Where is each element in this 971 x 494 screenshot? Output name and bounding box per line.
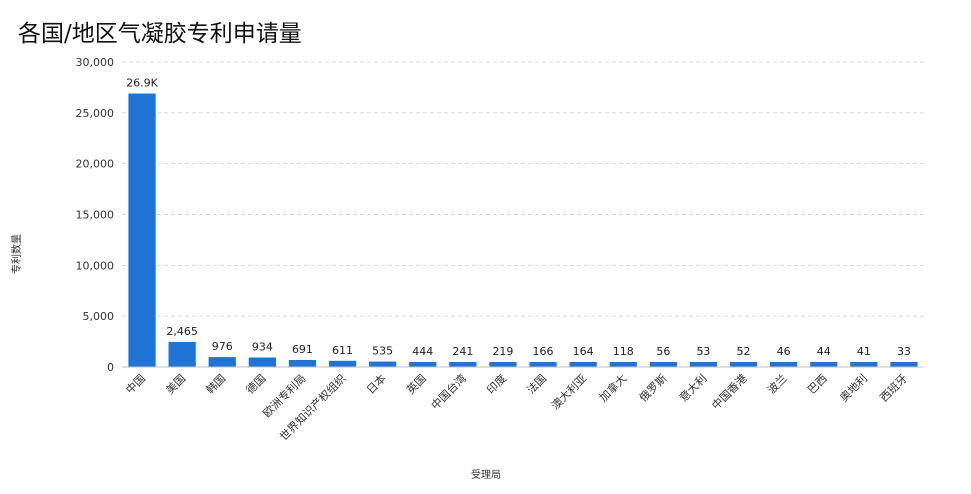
x-tick-label: 澳大利亚 (548, 371, 589, 412)
x-tick-label: 世界知识产权组织 (277, 371, 349, 443)
bar (689, 362, 718, 367)
x-tick-label: 英国 (403, 371, 428, 396)
bar (890, 362, 918, 367)
bar (569, 362, 597, 367)
data-label: 53 (696, 345, 710, 358)
x-tick-label: 中国台湾 (428, 371, 469, 412)
y-tick-label: 30,000 (76, 56, 115, 69)
x-tick-label: 奥地利 (837, 371, 870, 404)
data-labels: 26.9K 2,465 976 934 691 611 535 444 241 219 166 164… (126, 77, 911, 358)
data-label: 241 (452, 345, 473, 358)
y-axis-title: 专利数量 (10, 234, 23, 274)
y-tick-label: 5,000 (83, 310, 115, 323)
bar (449, 362, 477, 367)
data-label: 691 (292, 343, 313, 356)
y-tick-label: 15,000 (76, 209, 115, 222)
x-tick-label: 美国 (164, 372, 189, 397)
data-label: 41 (857, 345, 871, 358)
data-label: 934 (252, 341, 273, 354)
bar (328, 360, 357, 367)
data-label: 166 (533, 345, 554, 358)
x-tick-label: 韩国 (203, 371, 228, 396)
data-label: 611 (332, 344, 353, 357)
data-label: 535 (372, 345, 393, 358)
bar (770, 362, 798, 367)
x-tick-label: 法国 (524, 371, 549, 396)
y-tick-label: 10,000 (76, 259, 115, 272)
x-tick-label: 意大利 (676, 371, 709, 404)
data-label: 2,465 (166, 325, 198, 338)
data-label: 164 (573, 345, 594, 358)
data-label: 33 (897, 345, 911, 358)
bar (850, 362, 878, 367)
bar (208, 357, 236, 367)
data-label: 118 (613, 345, 634, 358)
bar (489, 362, 517, 367)
chart-title: 各国/地区气凝胶专利申请量 (18, 21, 302, 47)
x-tick-label: 日本 (363, 371, 388, 396)
bars (128, 93, 918, 368)
y-axis-ticks: 0 5,000 10,000 15,000 20,000 25,000 30,000 (76, 56, 115, 374)
y-tick-label: 20,000 (76, 158, 115, 171)
x-tick-label: 俄罗斯 (637, 372, 670, 405)
data-label: 444 (412, 345, 433, 358)
bar (168, 341, 196, 367)
data-label: 219 (492, 345, 513, 358)
x-axis-title: 受理局 (471, 469, 501, 481)
x-tick-label: 中国香港 (709, 372, 749, 412)
x-tick-label: 波兰 (765, 372, 790, 397)
x-tick-label: 西班牙 (878, 372, 911, 405)
data-label: 26.9K (126, 77, 158, 90)
bar (128, 93, 156, 368)
bar (529, 362, 557, 367)
gridlines (122, 61, 924, 317)
y-tick-label: 0 (107, 361, 114, 374)
x-tick-label: 巴西 (805, 372, 830, 397)
bar (729, 362, 758, 367)
bar (248, 357, 276, 367)
x-tick-label: 加拿大 (596, 371, 629, 404)
bar (609, 362, 637, 367)
bar (369, 361, 397, 367)
x-tick-label: 中国 (123, 372, 148, 397)
x-tick-label: 印度 (484, 371, 509, 396)
data-label: 976 (212, 340, 233, 353)
data-label: 52 (737, 345, 751, 358)
bar (810, 362, 838, 367)
x-tick-label: 德国 (243, 371, 268, 396)
data-label: 56 (656, 345, 670, 358)
bar (288, 359, 317, 367)
data-label: 46 (777, 345, 791, 358)
data-label: 44 (817, 345, 831, 358)
bar (409, 362, 437, 367)
y-tick-label: 25,000 (76, 107, 115, 120)
bar (649, 362, 677, 367)
